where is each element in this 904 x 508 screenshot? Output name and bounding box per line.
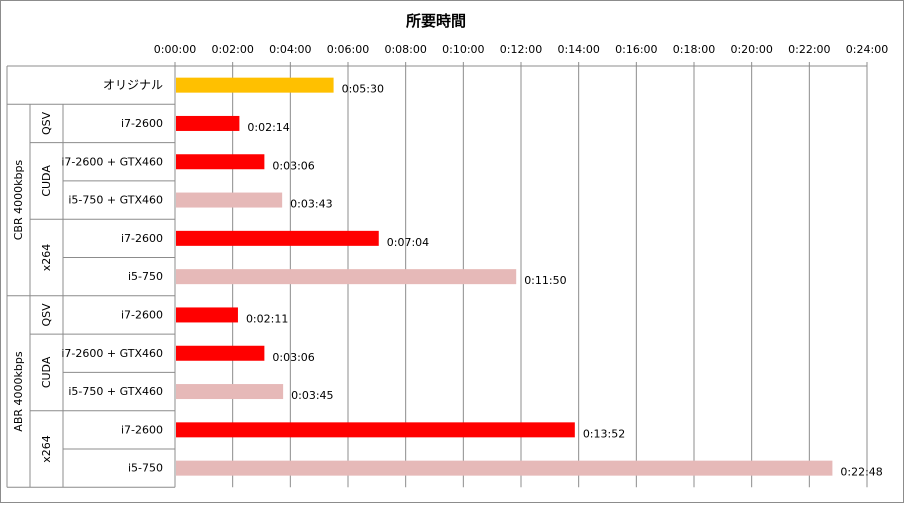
x-tick-label: 0:12:00 [500, 43, 542, 56]
x-tick-label: 0:08:00 [384, 43, 426, 56]
category-label: i5-750 [128, 270, 163, 283]
bar [176, 422, 575, 438]
x-tick-label: 0:16:00 [615, 43, 657, 56]
category-label: i5-750 + GTX460 [68, 385, 163, 398]
bar [176, 77, 334, 93]
subgroup-label: QSV [40, 111, 53, 135]
x-tick-label: 0:24:00 [846, 43, 888, 56]
category-label: i5-750 + GTX460 [68, 194, 163, 207]
data-label: 0:11:50 [524, 274, 566, 287]
x-tick-label: 0:00:00 [154, 43, 196, 56]
bar [176, 230, 379, 246]
chart-title: 所要時間 [406, 12, 466, 30]
x-tick-label: 0:20:00 [730, 43, 772, 56]
bar [176, 345, 265, 361]
category-label: オリジナル [103, 78, 163, 92]
x-tick-label: 0:02:00 [211, 43, 253, 56]
data-label: 0:05:30 [342, 83, 384, 96]
category-label: i7-2600 + GTX460 [61, 347, 163, 360]
bar [176, 192, 283, 208]
bar [176, 384, 284, 400]
x-tick-label: 0:10:00 [442, 43, 484, 56]
category-axis: QSV CUDA x264 CBR 4000kbps QSV CUDA x264 ABR 40… [6, 65, 867, 488]
bar [176, 115, 240, 131]
bar [176, 154, 265, 170]
subgroup-label: x264 [40, 435, 53, 463]
data-label: 0:02:14 [247, 121, 289, 134]
category-label: i7-2600 [121, 117, 163, 130]
data-label: 0:03:06 [272, 159, 314, 172]
data-label: 0:03:43 [290, 198, 332, 211]
data-label: 0:03:45 [291, 389, 333, 402]
group-label: ABR 4000kbps [12, 351, 25, 432]
subgroup-label: x264 [40, 244, 53, 272]
x-tick-label: 0:18:00 [673, 43, 715, 56]
data-label: 0:22:48 [840, 466, 882, 479]
x-tick-label: 0:06:00 [327, 43, 369, 56]
x-tick-label: 0:04:00 [269, 43, 311, 56]
data-label: 0:13:52 [583, 427, 625, 440]
bar [176, 269, 517, 285]
data-labels: 0:05:30 0:02:14 0:03:06 0:03:43 0:07:04 0:11:… [246, 83, 883, 479]
category-label: i7-2600 [121, 232, 163, 245]
category-label: i7-2600 [121, 308, 163, 321]
subgroup-label: CUDA [40, 165, 53, 197]
x-tick-label: 0:22:00 [788, 43, 830, 56]
subgroup-label: QSV [40, 303, 53, 327]
x-tick-labels: 0:00:00 0:02:00 0:04:00 0:06:00 0:08:00 0:10:… [154, 43, 888, 66]
subgroup-label: CUDA [40, 356, 53, 388]
bar [176, 460, 833, 476]
category-label: i7-2600 + GTX460 [61, 155, 163, 168]
data-label: 0:02:11 [246, 312, 288, 325]
bar [176, 307, 238, 323]
category-label: i7-2600 [121, 423, 163, 436]
category-label: i5-750 [128, 462, 163, 475]
group-label: CBR 4000kbps [12, 160, 25, 241]
data-label: 0:03:06 [272, 351, 314, 364]
x-tick-label: 0:14:00 [557, 43, 599, 56]
data-label: 0:07:04 [387, 236, 429, 249]
grid-lines [232, 66, 868, 488]
bars [176, 77, 833, 476]
